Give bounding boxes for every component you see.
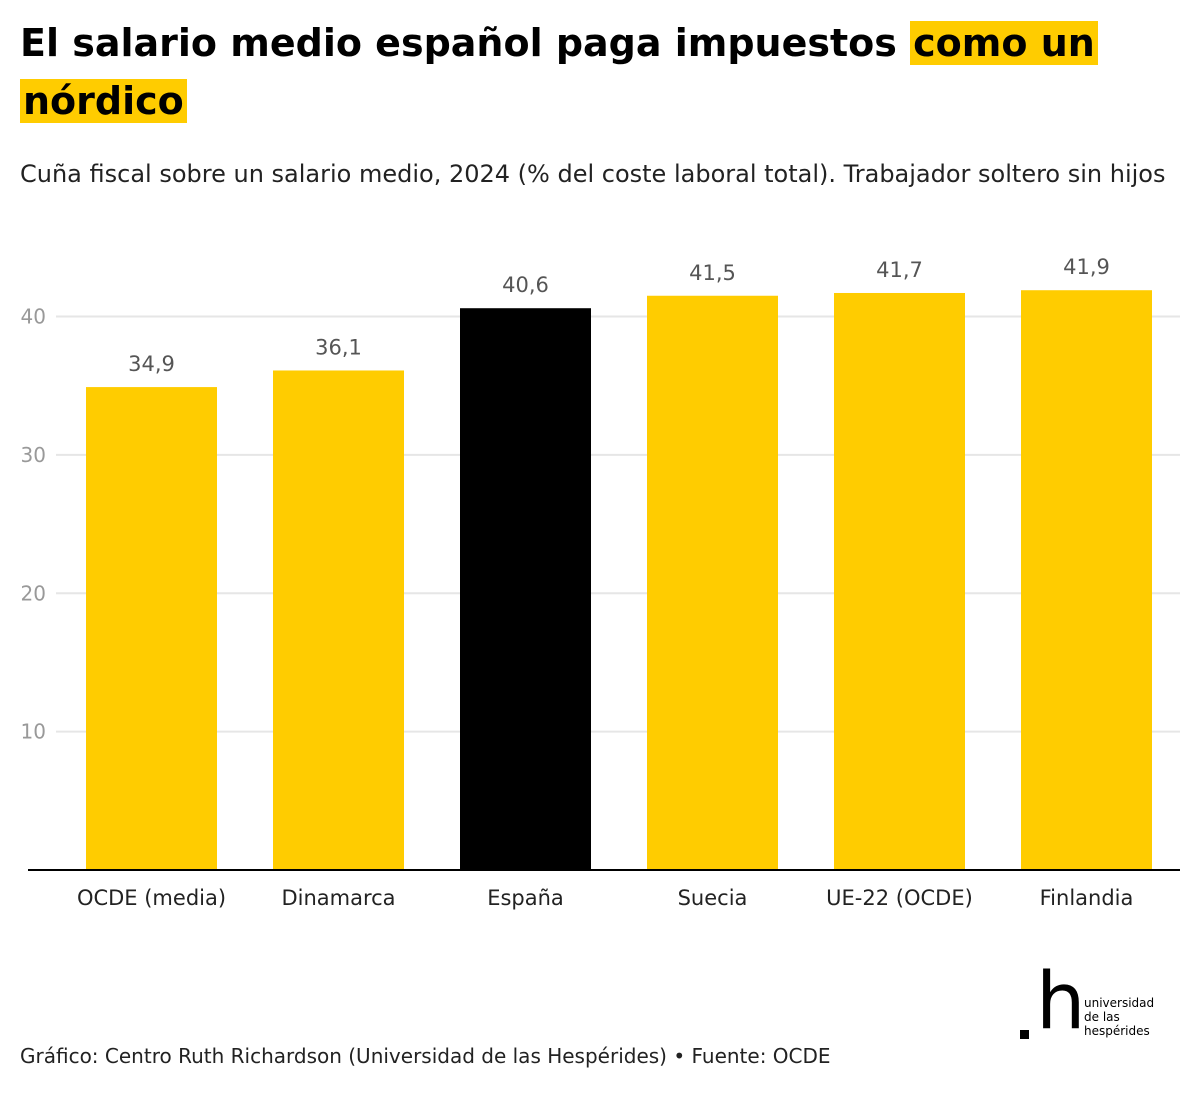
x-category-label: España xyxy=(487,886,564,910)
bar-finlandia xyxy=(1021,290,1152,870)
logo-line-1: universidad xyxy=(1084,996,1155,1010)
chart-title: El salario medio español paga impuestos … xyxy=(20,14,1180,130)
logo-wordmark: universidad de las hespérides xyxy=(1084,996,1154,1038)
chart-subtitle: Cuña fiscal sobre un salario medio, 2024… xyxy=(20,160,1166,188)
title-main: El salario medio español paga impuestos xyxy=(20,21,897,65)
data-label: 41,5 xyxy=(689,261,736,285)
logo-h-mark: h xyxy=(1036,957,1086,1047)
source-footer: Gráfico: Centro Ruth Richardson (Univers… xyxy=(20,1044,831,1068)
y-axis-ticks: 10 20 30 40 xyxy=(21,305,46,744)
university-logo: h universidad de las hespérides xyxy=(1016,960,1166,1044)
x-category-label: Finlandia xyxy=(1040,886,1134,910)
y-tick-label: 20 xyxy=(21,581,46,605)
bar-dinamarca xyxy=(273,370,404,870)
data-label: 36,1 xyxy=(315,335,362,359)
bar-suecia xyxy=(647,295,778,870)
logo-dot xyxy=(1020,1030,1029,1039)
y-tick-label: 40 xyxy=(21,305,46,329)
bar-ue-22-ocde- xyxy=(834,292,965,870)
data-labels: 34,9 36,1 40,6 41,5 41,7 41,9 xyxy=(128,255,1110,376)
data-label: 40,6 xyxy=(502,273,549,297)
x-category-label: OCDE (media) xyxy=(77,886,226,910)
bars xyxy=(86,290,1152,870)
data-label: 34,9 xyxy=(128,352,175,376)
bar-ocde-media- xyxy=(86,387,217,870)
x-category-label: Suecia xyxy=(678,886,748,910)
logo-line-3: hespérides xyxy=(1084,1024,1150,1038)
data-label: 41,7 xyxy=(876,258,923,282)
y-tick-label: 30 xyxy=(21,443,46,467)
y-tick-label: 10 xyxy=(21,720,46,744)
x-category-label: Dinamarca xyxy=(281,886,395,910)
data-label: 41,9 xyxy=(1063,255,1110,279)
x-category-label: UE-22 (OCDE) xyxy=(826,886,973,910)
grid-lines xyxy=(56,315,1180,733)
x-axis-labels: OCDE (media) Dinamarca España Suecia UE-22 (… xyxy=(77,886,1133,910)
bar-españa xyxy=(460,308,591,870)
logo-line-2: de las xyxy=(1084,1010,1120,1024)
